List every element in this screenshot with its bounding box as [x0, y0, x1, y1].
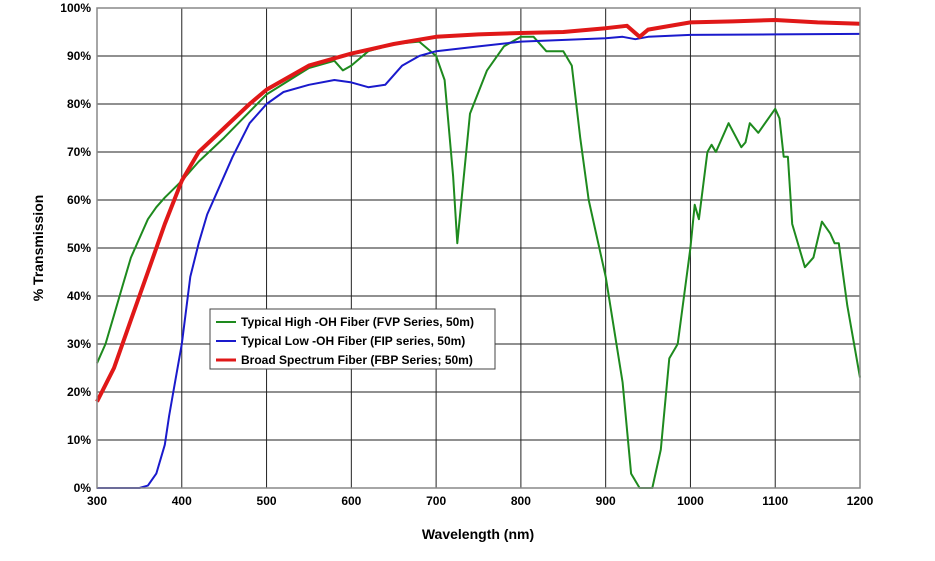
series-line-0	[96, 35, 861, 489]
plot-frame	[96, 7, 861, 489]
x-tick-label: 800	[511, 494, 531, 508]
y-axis-label: % Transmission	[30, 195, 46, 302]
legend: Typical High -OH Fiber (FVP Series, 50m)…	[209, 308, 496, 370]
y-tick-label: 90%	[67, 49, 91, 63]
legend-box	[209, 308, 496, 370]
x-tick-label: 400	[172, 494, 192, 508]
y-tick-label: 10%	[67, 433, 91, 447]
x-tick-label: 900	[596, 494, 616, 508]
x-tick-label: 600	[341, 494, 361, 508]
y-tick-label: 40%	[67, 289, 91, 303]
y-tick-label: 80%	[67, 97, 91, 111]
series-lines	[95, 18, 861, 489]
y-tick-label: 60%	[67, 193, 91, 207]
legend-label-2: Broad Spectrum Fiber (FBP Series; 50m)	[241, 353, 473, 367]
y-axis-ticks: 0% 10% 20% 30% 40% 50% 60% 70% 80% 90% 100%	[60, 1, 91, 495]
y-tick-label: 30%	[67, 337, 91, 351]
x-tick-label: 500	[257, 494, 277, 508]
series-line-2	[95, 18, 861, 403]
x-tick-label: 700	[426, 494, 446, 508]
y-tick-label: 100%	[60, 1, 91, 15]
legend-label-1: Typical Low -OH Fiber (FIP series, 50m)	[241, 334, 465, 348]
x-tick-label: 1200	[847, 494, 874, 508]
x-axis-ticks: 300 400 500 600 700 800 900 1000 1100 1200	[87, 494, 874, 508]
legend-label-0: Typical High -OH Fiber (FVP Series, 50m)	[241, 315, 474, 329]
x-tick-label: 1000	[677, 494, 704, 508]
y-tick-label: 0%	[74, 481, 92, 495]
y-tick-label: 50%	[67, 241, 91, 255]
y-tick-label: 20%	[67, 385, 91, 399]
y-tick-label: 70%	[67, 145, 91, 159]
grid	[96, 7, 861, 489]
x-tick-label: 300	[87, 494, 107, 508]
x-axis-label: Wavelength (nm)	[422, 526, 534, 542]
x-tick-label: 1100	[762, 494, 788, 508]
series-line-1	[97, 32, 861, 489]
